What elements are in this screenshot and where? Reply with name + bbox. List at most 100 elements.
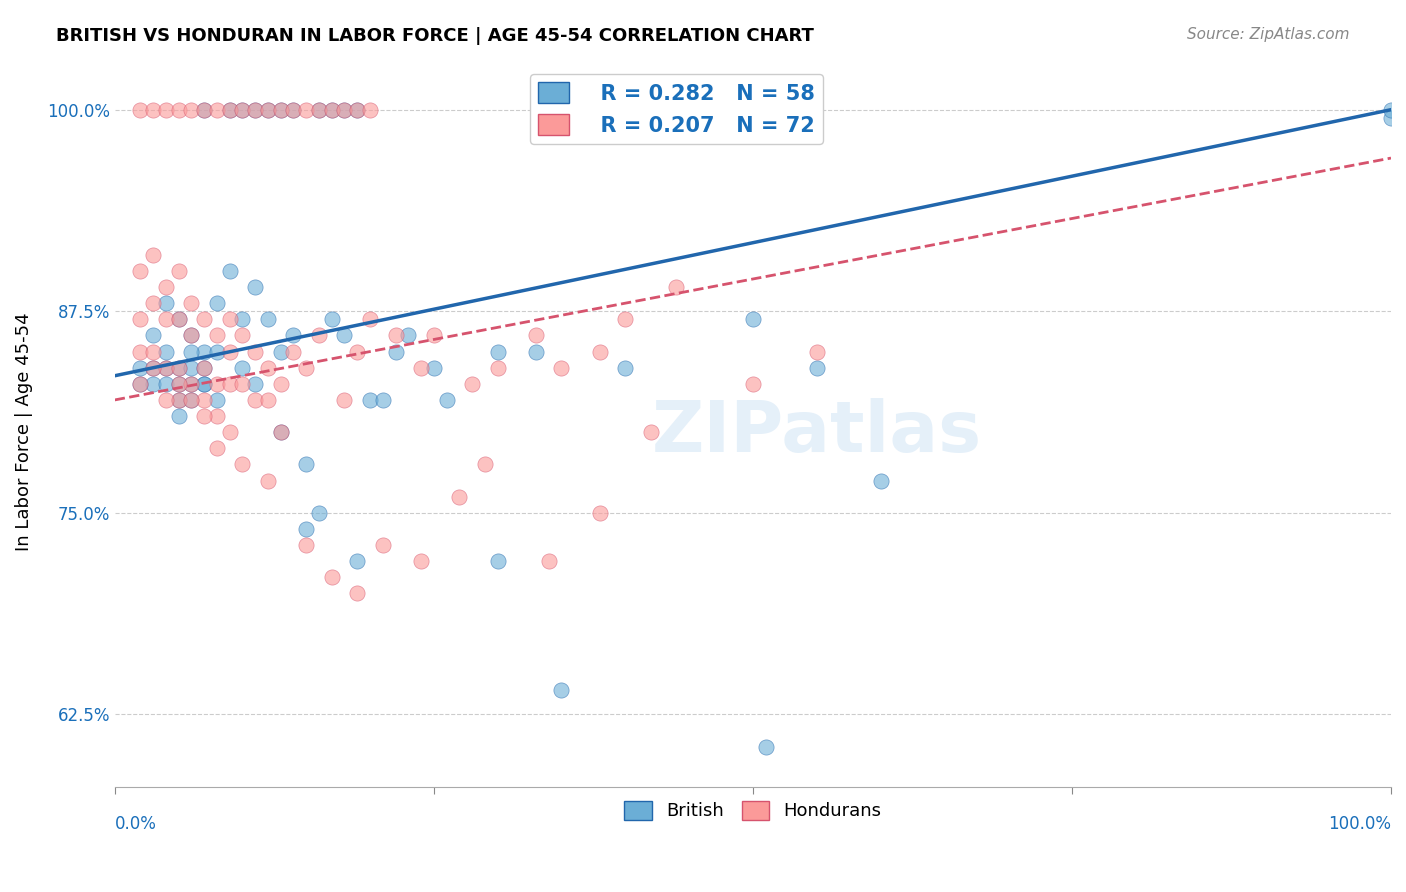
Point [333,328,356,343]
Point [321,103,343,117]
Point [193,103,215,117]
Point [1379,103,1402,117]
Point [869,474,891,488]
Point [243,103,266,117]
Point [142,360,165,375]
Point [218,264,240,278]
Point [180,328,202,343]
Point [243,344,266,359]
Point [193,376,215,391]
Point [155,360,177,375]
Point [741,376,763,391]
Point [142,328,165,343]
Point [205,376,228,391]
Point [283,344,305,359]
Point [614,312,637,326]
Point [155,360,177,375]
Point [589,344,612,359]
Point [142,376,165,391]
Point [167,312,190,326]
Point [180,392,202,407]
Point [193,392,215,407]
Point [180,103,202,117]
Point [295,458,318,472]
Point [295,103,318,117]
Point [346,344,368,359]
Point [205,409,228,423]
Point [142,344,165,359]
Text: ZIPatlas: ZIPatlas [651,398,981,467]
Point [193,344,215,359]
Point [257,103,280,117]
Point [550,360,572,375]
Point [449,490,471,504]
Point [270,425,292,440]
Point [308,103,330,117]
Point [524,344,547,359]
Point [537,554,560,568]
Point [142,103,165,117]
Point [524,328,547,343]
Point [155,392,177,407]
Point [180,392,202,407]
Point [396,328,419,343]
Point [270,425,292,440]
Point [180,376,202,391]
Point [231,458,253,472]
Point [167,376,190,391]
Point [283,103,305,117]
Point [589,506,612,520]
Point [155,280,177,294]
Point [346,586,368,600]
Point [550,683,572,698]
Point [308,328,330,343]
Text: 0.0%: 0.0% [115,815,156,833]
Point [257,312,280,326]
Point [321,103,343,117]
Text: BRITISH VS HONDURAN IN LABOR FORCE | AGE 45-54 CORRELATION CHART: BRITISH VS HONDURAN IN LABOR FORCE | AGE… [56,27,814,45]
Point [155,296,177,310]
Point [205,344,228,359]
Point [193,103,215,117]
Point [755,739,778,754]
Point [333,103,356,117]
Text: 100.0%: 100.0% [1329,815,1391,833]
Point [167,360,190,375]
Point [665,111,688,125]
Point [205,392,228,407]
Point [270,103,292,117]
Point [257,360,280,375]
Point [167,376,190,391]
Point [321,570,343,584]
Point [640,425,662,440]
Point [167,264,190,278]
Point [218,103,240,117]
Point [205,103,228,117]
Point [257,103,280,117]
Point [436,392,458,407]
Point [270,376,292,391]
Point [231,376,253,391]
Point [257,392,280,407]
Point [665,280,688,294]
Point [142,360,165,375]
Point [167,312,190,326]
Point [474,458,496,472]
Point [167,360,190,375]
Point [129,360,152,375]
Point [180,376,202,391]
Point [231,103,253,117]
Point [486,344,509,359]
Point [129,264,152,278]
Point [359,103,381,117]
Point [180,344,202,359]
Point [218,344,240,359]
Point [257,474,280,488]
Point [155,103,177,117]
Point [461,376,484,391]
Point [359,392,381,407]
Legend: British, Hondurans: British, Hondurans [617,794,889,828]
Point [665,103,688,117]
Point [283,103,305,117]
Point [423,328,446,343]
